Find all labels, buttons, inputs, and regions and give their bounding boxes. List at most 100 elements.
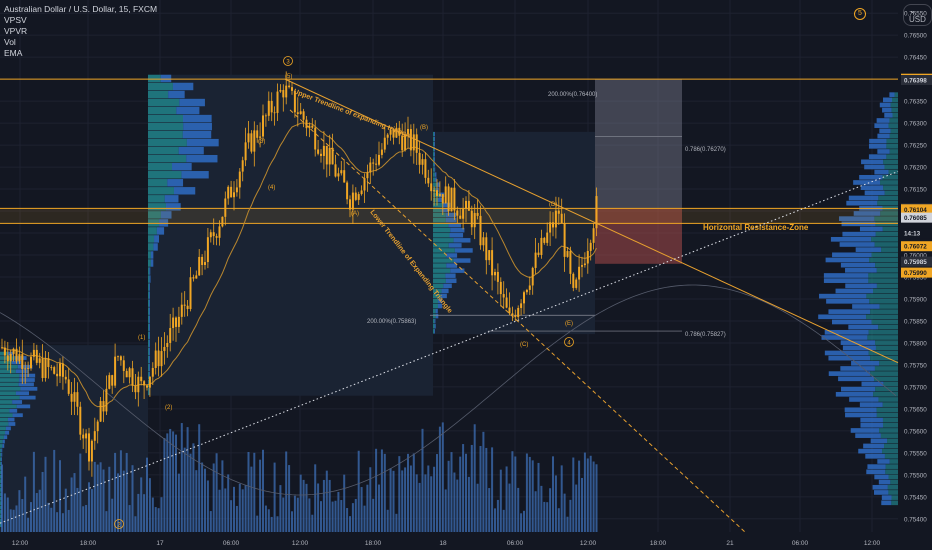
session-profile-bar (14, 356, 27, 360)
vpvr-bar (855, 433, 881, 438)
currency-button[interactable]: ⌄ USD (903, 4, 932, 26)
vpvr-bar (874, 490, 889, 495)
y-tick-label: 0.75900 (904, 296, 927, 303)
vpvr-bar (882, 174, 898, 180)
session-profile-bar (148, 146, 179, 155)
wave-label: (5) (285, 74, 292, 80)
y-tick-label: 0.75850 (904, 318, 927, 325)
candle-body (279, 90, 282, 92)
candle-body (192, 277, 195, 279)
volume-bar (450, 452, 453, 532)
volume-bar (233, 486, 235, 532)
indicator-vol[interactable]: Vol (4, 37, 16, 47)
volume-bar (592, 461, 595, 532)
session-profile-bar (0, 466, 2, 470)
volume-bar (169, 428, 172, 532)
session-profile-bar (148, 98, 180, 107)
candle-body (93, 431, 96, 441)
session-profile-bar (434, 318, 436, 324)
vpvr-bar (882, 422, 898, 428)
candle-body (247, 133, 250, 143)
volume-bar (32, 451, 35, 532)
vpvr-bar (830, 236, 872, 242)
vpvr-bar (875, 340, 898, 345)
indicator-ema[interactable]: EMA (4, 48, 23, 58)
candle-body (467, 200, 470, 211)
volume-bar (415, 474, 418, 532)
volume-bar (328, 479, 331, 532)
session-profile-bar (148, 130, 183, 139)
candle-body (157, 350, 160, 367)
volume-bar (456, 479, 459, 532)
volume-bar (53, 449, 56, 532)
y-tick-label: 0.75400 (904, 516, 927, 523)
candle-body (525, 289, 528, 293)
volume-bar (47, 502, 50, 532)
candle-body (30, 356, 32, 369)
candle-body (244, 142, 247, 161)
vpvr-bar (876, 118, 890, 123)
volume-bar (566, 516, 569, 532)
vpvr-bar (860, 422, 883, 428)
volume-bar (172, 431, 175, 532)
candle-body (517, 307, 520, 318)
session-profile-bar (148, 187, 174, 195)
indicator-vpsv[interactable]: VPSV (4, 15, 27, 25)
volume-bar (70, 477, 73, 532)
volume-bar (235, 505, 238, 532)
session-profile-bar (12, 400, 23, 404)
session-profile-bar (434, 157, 435, 162)
volume-bar (221, 460, 224, 532)
vpvr-bar (877, 459, 890, 464)
session-profile-bar (439, 192, 445, 198)
candle-body (44, 358, 47, 379)
session-profile-bar (182, 114, 212, 123)
volume-bar (349, 516, 351, 532)
session-profile-bar (433, 227, 451, 233)
volume-bar (308, 498, 311, 532)
vpvr-bar (835, 391, 874, 397)
wave-label: (C) (520, 342, 528, 348)
session-profile-bar (20, 386, 38, 391)
session-profile-bar (0, 470, 2, 475)
vpvr-bar (838, 376, 875, 382)
session-profile-bar (148, 171, 182, 179)
vpvr-bar (889, 133, 898, 139)
volume-bar (244, 485, 247, 532)
x-tick-label: 18:00 (80, 540, 97, 547)
volume-bar (583, 452, 586, 532)
session-profile-bar (148, 163, 173, 171)
session-profile-bar (433, 303, 439, 309)
vpvr-bar (870, 355, 898, 361)
session-profile-bar (148, 82, 173, 91)
x-tick-label: 17 (156, 540, 164, 547)
volume-bar (250, 466, 253, 532)
candle-body (465, 200, 467, 209)
vpvr-bar (881, 500, 892, 506)
vpvr-bar (877, 133, 890, 139)
session-profile-bar (433, 318, 435, 324)
candle-body (218, 226, 221, 238)
candle-body (70, 393, 73, 402)
candle-body (502, 294, 505, 298)
session-profile-bar (9, 408, 18, 413)
vpvr-bar (840, 340, 876, 345)
vpvr-bar (864, 190, 885, 196)
indicator-vpvr[interactable]: VPVR (4, 26, 28, 36)
vpvr-bar (886, 138, 898, 144)
volume-bar (105, 511, 108, 532)
volume-bar (462, 444, 465, 532)
vpvr-bar (861, 381, 884, 387)
candle-body (563, 223, 566, 257)
vpvr-bar (867, 335, 898, 340)
candle-body (386, 134, 389, 138)
wave-label: (3) (258, 139, 265, 145)
session-profile-bar (450, 227, 465, 233)
session-profile-bar (442, 202, 451, 208)
volume-bar (230, 500, 233, 532)
vpvr-bar (883, 185, 898, 190)
session-profile-bar (433, 268, 451, 273)
volume-bar (549, 488, 552, 532)
volume-bar (482, 431, 485, 532)
